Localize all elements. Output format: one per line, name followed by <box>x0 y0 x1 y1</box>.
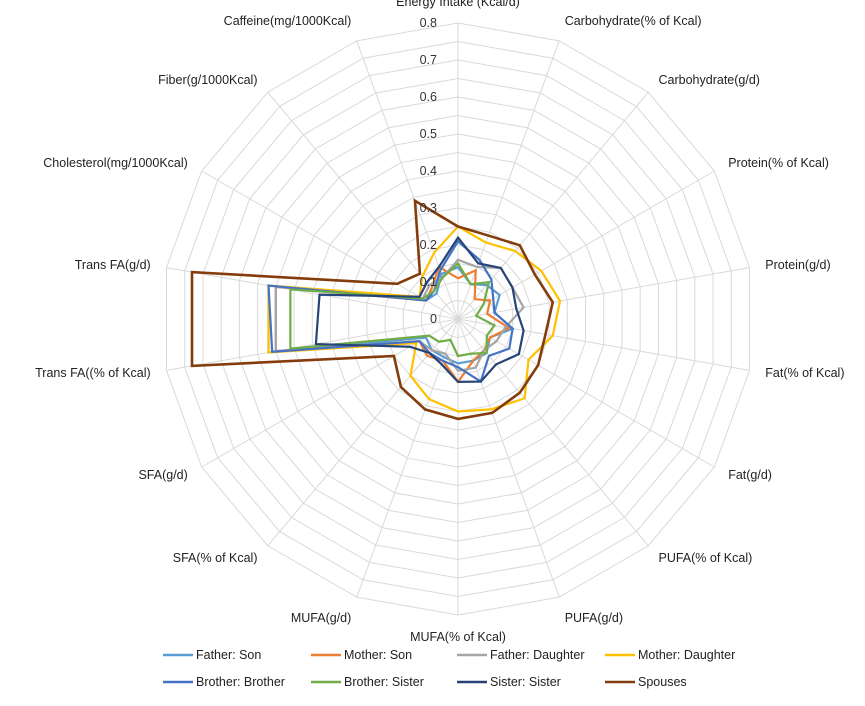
legend-item-father-daughter: Father: Daughter <box>457 648 585 662</box>
legend-label: Sister: Sister <box>490 675 561 689</box>
legend-item-father-son: Father: Son <box>163 648 261 662</box>
legend-label: Brother: Sister <box>344 675 424 689</box>
tick-label: 0.3 <box>420 201 437 215</box>
legend-label: Mother: Son <box>344 648 412 662</box>
axis-label-mufa-g-d: MUFA(g/d) <box>291 611 351 625</box>
spoke-protein-g-d <box>457 267 750 320</box>
legend-item-mother-son: Mother: Son <box>311 648 412 662</box>
legend-label: Father: Son <box>196 648 261 662</box>
axis-label-pufa-g-d: PUFA(g/d) <box>565 611 623 625</box>
axis-label-cholesterol-mg-1000kcal: Cholesterol(mg/1000Kcal) <box>43 156 188 170</box>
axis-labels: Energy Intake (Kcal/d) Carbohydrate(% of … <box>35 0 844 644</box>
legend-item-sister-sister: Sister: Sister <box>457 675 561 689</box>
axis-label-fiber-g-1000kcal: Fiber(g/1000Kcal) <box>158 73 257 87</box>
spoke-fat-g-d <box>457 318 715 468</box>
axis-label-fat-g-d: Fat(g/d) <box>728 468 772 482</box>
axis-label-caffeine-mg-1000kcal: Caffeine(mg/1000Kcal) <box>224 14 352 28</box>
axis-label-carbohydrate-of-kcal: Carbohydrate(% of Kcal) <box>565 14 702 28</box>
spoke-pufa-g-d <box>457 318 560 598</box>
radial-tick-labels: 0 0.1 0.2 0.3 0.4 0.5 0.6 0.7 0.8 <box>420 16 437 326</box>
axis-label-sfa-g-d: SFA(g/d) <box>138 468 187 482</box>
axis-label-energy-intake-kcal-d: Energy Intake (Kcal/d) <box>396 0 520 9</box>
spoke-caffeine-mg-1000kcal <box>356 40 459 320</box>
tick-label: 0.7 <box>420 53 437 67</box>
radar-spokes <box>166 23 750 615</box>
axis-label-protein-of-kcal: Protein(% of Kcal) <box>728 156 829 170</box>
axis-label-mufa-of-kcal: MUFA(% of Kcal) <box>410 630 506 644</box>
series-brother-sister <box>289 261 497 358</box>
legend-label: Father: Daughter <box>490 648 585 662</box>
axis-label-trans-fa-of-kcal: Trans FA((% of Kcal) <box>35 366 151 380</box>
spoke-trans-fa-of-kcal <box>166 318 459 371</box>
tick-label: 0.2 <box>420 238 437 252</box>
legend: Father: Son Mother: Son Father: Daughter Mo… <box>163 648 735 689</box>
spoke-trans-fa-g-d <box>166 267 459 320</box>
legend-item-brother-brother: Brother: Brother <box>163 675 285 689</box>
tick-label: 0.1 <box>420 275 437 289</box>
legend-item-brother-sister: Brother: Sister <box>311 675 424 689</box>
spoke-sfa-of-kcal <box>267 318 459 547</box>
axis-label-trans-fa-g-d: Trans FA(g/d) <box>75 258 151 272</box>
tick-label: 0 <box>430 312 437 326</box>
series-brother-brother <box>267 239 514 384</box>
axis-label-pufa-of-kcal: PUFA(% of Kcal) <box>659 551 753 565</box>
spoke-fiber-g-1000kcal <box>267 91 459 320</box>
axis-label-sfa-of-kcal: SFA(% of Kcal) <box>173 551 258 565</box>
series-layer <box>190 198 562 421</box>
legend-item-mother-daughter: Mother: Daughter <box>605 648 735 662</box>
axis-label-fat-of-kcal: Fat(% of Kcal) <box>765 366 844 380</box>
legend-label: Spouses <box>638 675 687 689</box>
tick-label: 0.8 <box>420 16 437 30</box>
legend-label: Mother: Daughter <box>638 648 735 662</box>
series-spouses <box>190 198 555 421</box>
spoke-protein-of-kcal <box>457 170 715 320</box>
axis-label-carbohydrate-g-d: Carbohydrate(g/d) <box>659 73 760 87</box>
legend-label: Brother: Brother <box>196 675 285 689</box>
series-sister-sister <box>314 235 525 384</box>
legend-item-spouses: Spouses <box>605 675 687 689</box>
tick-label: 0.5 <box>420 127 437 141</box>
tick-label: 0.6 <box>420 90 437 104</box>
spoke-cholesterol-mg-1000kcal <box>201 170 459 320</box>
axis-label-protein-g-d: Protein(g/d) <box>765 258 830 272</box>
tick-label: 0.4 <box>420 164 437 178</box>
